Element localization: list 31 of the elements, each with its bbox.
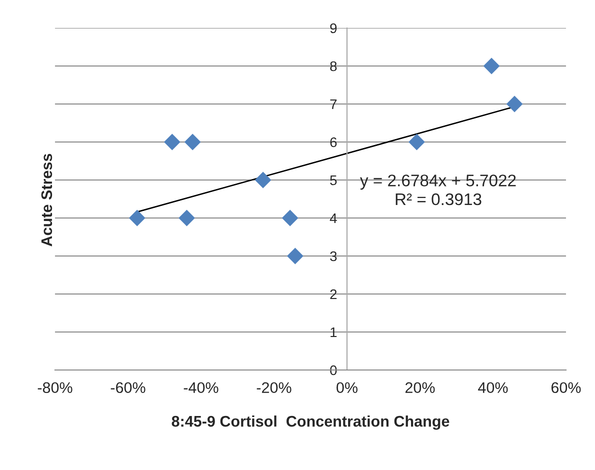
y-tick-label: 3 [330,251,337,262]
x-axis-title: 8:45-9 Cortisol Concentration Change [172,415,450,430]
point [282,210,298,226]
y-tick-label: 5 [330,175,337,186]
x-tick-label: -20% [256,382,292,394]
point [483,58,500,74]
y-tick-label: 2 [330,289,337,300]
point [408,134,425,150]
point [286,248,304,264]
annotation: R² = 0.3913 [396,193,482,206]
point [164,134,180,150]
x-tick-label: 40% [478,382,508,394]
y-tick-label: 8 [330,61,337,72]
x-tick-label: 0% [336,382,358,394]
point [506,96,523,112]
x-tick-label: 60% [551,382,581,394]
point [128,210,146,226]
x-tick-label: -60% [110,382,146,394]
x-tick-label: -80% [38,382,72,394]
y-tick-label: 4 [330,213,337,224]
y-tick-label: 9 [330,23,337,34]
y-axis-title: Acute Stress [41,154,52,246]
y-tick-label: 6 [330,137,337,148]
x-tick-label: 20% [405,382,435,394]
point [178,210,195,226]
x-tick-label: -40% [184,382,218,394]
y-tick-label: 7 [330,99,337,110]
y-tick-label: 1 [330,327,337,338]
annotation: y = 2.6784x + 5.7022 [360,174,516,190]
point [254,172,272,188]
point [184,134,201,150]
